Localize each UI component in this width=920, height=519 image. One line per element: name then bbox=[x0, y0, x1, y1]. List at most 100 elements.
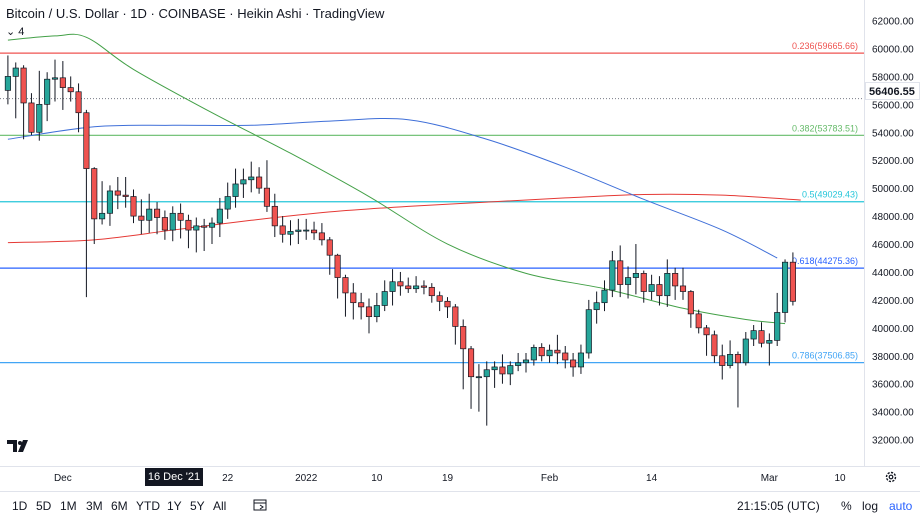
candle bbox=[75, 83, 82, 133]
candle bbox=[318, 223, 325, 246]
price-tick-label: 32000.00 bbox=[872, 436, 914, 447]
candle bbox=[201, 218, 208, 252]
candle bbox=[224, 182, 231, 219]
candle-body bbox=[483, 369, 490, 378]
timeframe-all[interactable]: All bbox=[213, 499, 227, 513]
candle bbox=[766, 333, 773, 366]
price-axis[interactable]: 32000.00 34000.00 36000.00 38000.00 40000.00… bbox=[864, 0, 915, 466]
candle-body bbox=[444, 300, 451, 308]
candle bbox=[538, 343, 545, 362]
timeframe-1y[interactable]: 1Y bbox=[167, 499, 182, 513]
candle-body bbox=[507, 365, 514, 375]
timeframe-1m[interactable]: 1M bbox=[60, 499, 77, 513]
candle-body bbox=[334, 254, 341, 278]
price-tick-label: 62000.00 bbox=[872, 17, 914, 28]
auto-toggle[interactable]: auto bbox=[889, 499, 913, 513]
candle-body bbox=[44, 78, 51, 105]
timeframe-1d[interactable]: 1D bbox=[12, 499, 28, 513]
timeframe-3m[interactable]: 3M bbox=[86, 499, 103, 513]
candle bbox=[562, 345, 569, 369]
timeframe-5y[interactable]: 5Y bbox=[190, 499, 205, 513]
chevron-down-icon: ⌄ bbox=[6, 26, 16, 38]
time-tick-label: 14 bbox=[646, 473, 658, 484]
price-tick-label: 54000.00 bbox=[872, 128, 914, 139]
candle bbox=[373, 292, 380, 323]
candle bbox=[216, 197, 223, 238]
candle bbox=[397, 271, 404, 296]
candle bbox=[758, 322, 765, 348]
candle bbox=[719, 344, 726, 380]
candle bbox=[59, 61, 66, 110]
candle-body bbox=[12, 67, 19, 77]
candle-body bbox=[413, 285, 420, 290]
log-toggle[interactable]: log bbox=[862, 499, 879, 513]
candle bbox=[491, 361, 498, 388]
candle-body bbox=[436, 295, 443, 302]
candle bbox=[185, 214, 192, 249]
date-range-icon[interactable] bbox=[253, 499, 267, 514]
tradingview-logo-icon[interactable] bbox=[6, 437, 32, 459]
candle bbox=[687, 290, 694, 328]
candle bbox=[342, 274, 349, 317]
candle bbox=[452, 304, 459, 345]
price-tick-label: 58000.00 bbox=[872, 72, 914, 83]
fib-retracement[interactable]: 0.236(59665.66) 0.382(53783.51) 0.5(49029.… bbox=[0, 41, 864, 364]
candle bbox=[672, 267, 679, 300]
candle bbox=[193, 217, 200, 253]
candle-body bbox=[303, 229, 310, 232]
candle-body bbox=[154, 208, 161, 218]
settings-gear-icon[interactable] bbox=[884, 470, 898, 489]
candle-body bbox=[389, 281, 396, 292]
candle-body bbox=[146, 208, 153, 221]
candle-body bbox=[664, 273, 671, 297]
timeframe-ytd[interactable]: YTD bbox=[136, 499, 160, 513]
price-tick-label: 34000.00 bbox=[872, 408, 914, 419]
price-chart[interactable]: 0.236(59665.66) 0.382(53783.51) 0.5(49029.… bbox=[0, 0, 920, 490]
candle-body bbox=[774, 312, 781, 341]
time-tick-label: Mar bbox=[761, 473, 779, 484]
candle bbox=[554, 334, 561, 365]
candle bbox=[405, 277, 412, 293]
candle bbox=[83, 109, 90, 298]
candle-body bbox=[232, 183, 239, 197]
time-axis[interactable]: Dec 22 2022 10 19 Feb 14 Mar 10 bbox=[0, 466, 920, 485]
candle bbox=[577, 344, 585, 374]
candle bbox=[413, 276, 420, 293]
price-tick-label: 52000.00 bbox=[872, 156, 914, 167]
candle bbox=[334, 253, 341, 299]
candle-body bbox=[20, 67, 27, 104]
indicators-toggle[interactable]: ⌄ 4 bbox=[6, 25, 24, 38]
candle-body bbox=[570, 359, 577, 368]
candle-body bbox=[562, 352, 569, 361]
clock[interactable]: 21:15:05 (UTC) bbox=[737, 499, 820, 513]
candle-body bbox=[601, 289, 608, 304]
bottom-toolbar: 1D 5D 1M 3M 6M YTD 1Y 5Y All 21:15:05 (U… bbox=[0, 491, 920, 519]
percent-toggle[interactable]: % bbox=[841, 499, 852, 513]
candle bbox=[703, 325, 710, 356]
candle-body bbox=[350, 292, 357, 304]
candle-body bbox=[397, 281, 404, 287]
timeframe-6m[interactable]: 6M bbox=[111, 499, 128, 513]
candle bbox=[475, 364, 482, 412]
candle bbox=[161, 210, 168, 240]
candle bbox=[122, 176, 129, 208]
time-tick-label: 19 bbox=[442, 473, 454, 484]
time-tick-label: Feb bbox=[541, 473, 559, 484]
candle-body bbox=[342, 277, 349, 294]
candle-body bbox=[789, 261, 796, 302]
symbol-name[interactable]: Bitcoin / U.S. Dollar bbox=[6, 6, 119, 21]
candle bbox=[138, 199, 145, 235]
candle bbox=[436, 291, 443, 312]
candle-body bbox=[530, 347, 537, 361]
candle bbox=[609, 251, 616, 298]
candle-body bbox=[640, 273, 647, 292]
candle-body bbox=[719, 355, 726, 366]
candle bbox=[546, 344, 553, 363]
moving-average-line bbox=[7, 33, 786, 325]
candle-body bbox=[624, 277, 632, 285]
price-tick-label: 42000.00 bbox=[872, 296, 914, 307]
interval[interactable]: 1D bbox=[130, 6, 147, 21]
timeframe-5d[interactable]: 5D bbox=[36, 499, 52, 513]
candle-body bbox=[420, 285, 428, 288]
